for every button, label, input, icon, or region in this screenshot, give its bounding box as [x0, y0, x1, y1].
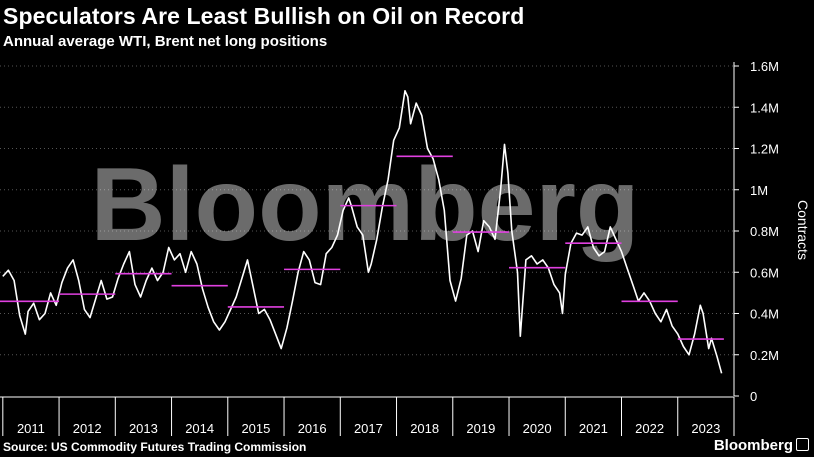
- x-tick-label: 2014: [185, 421, 214, 436]
- x-tick-label: 2015: [241, 421, 270, 436]
- chart-subtitle: Annual average WTI, Brent net long posit…: [3, 33, 328, 50]
- x-tick-label: 2023: [691, 421, 720, 436]
- y-tick-label: 0.8M: [750, 224, 779, 239]
- brand-name: Bloomberg: [713, 437, 793, 454]
- y-tick-label: 0: [750, 389, 757, 404]
- x-tick-label: 2019: [466, 421, 495, 436]
- x-tick-label: 2011: [17, 421, 45, 436]
- chart-badge-icon: [796, 438, 809, 451]
- x-tick-label: 2021: [579, 421, 608, 436]
- y-tick-label: 0.6M: [750, 265, 779, 280]
- brand-logo: Bloomberg: [714, 437, 809, 454]
- y-tick-label: 1.6M: [750, 59, 779, 74]
- y-tick-label: 0.2M: [750, 348, 779, 363]
- y-tick-label: 1.4M: [750, 100, 779, 115]
- series-layer: [0, 90, 724, 374]
- x-tick-label: 2017: [354, 421, 383, 436]
- y-tick-label: 1.2M: [750, 142, 779, 157]
- x-tick-label: 2018: [410, 421, 439, 436]
- source-note: Source: US Commodity Futures Trading Com…: [3, 440, 307, 454]
- x-tick-label: 2022: [635, 421, 664, 436]
- x-tick-label: 2016: [298, 421, 327, 436]
- x-tick-label: 2020: [523, 421, 552, 436]
- series-line-positions: [2, 90, 723, 374]
- x-tick-label: 2012: [73, 421, 102, 436]
- y-tick-label: 1M: [750, 183, 768, 198]
- chart-title: Speculators Are Least Bullish on Oil on …: [3, 3, 525, 29]
- axis-layer: 0 0.2M 0.4M 0.6M 0.8M 1M 1.2M 1.4M 1.6M 2011 2012 2…: [0, 59, 779, 436]
- y-axis-label: Contracts: [795, 200, 811, 260]
- y-tick-label: 0.4M: [750, 307, 779, 322]
- x-tick-label: 2013: [129, 421, 158, 436]
